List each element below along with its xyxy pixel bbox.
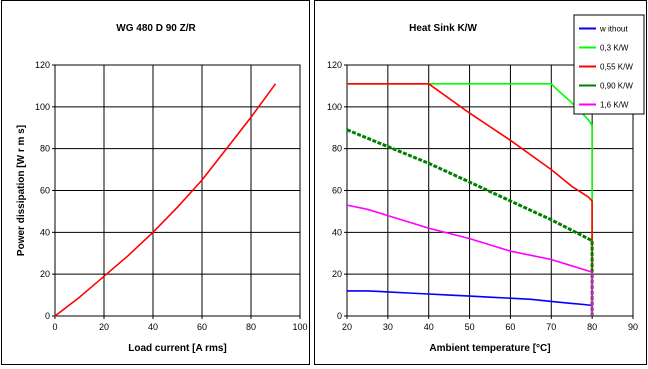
tick-label-y: 40 bbox=[332, 227, 342, 237]
tick-label-x: 80 bbox=[587, 322, 597, 332]
series-line-1 bbox=[347, 83, 593, 316]
tick-label-x: 70 bbox=[546, 322, 556, 332]
tick-label-x: 60 bbox=[197, 322, 207, 332]
series-line-0 bbox=[54, 83, 277, 317]
legend-label-1: 0,3 K/W bbox=[600, 44, 629, 53]
chart-title: Heat Sink K/W bbox=[409, 23, 477, 34]
legend-label-2: 0,55 K/W bbox=[600, 63, 633, 72]
tick-label-x: 20 bbox=[342, 322, 352, 332]
tick-label-x: 100 bbox=[292, 322, 307, 332]
tick-label-y: 120 bbox=[327, 60, 342, 70]
x-axis-label: Load current [A rms] bbox=[128, 343, 227, 354]
tick-label-x: 20 bbox=[99, 322, 109, 332]
tick-label-y: 40 bbox=[40, 227, 50, 237]
tick-label-y: 80 bbox=[332, 144, 342, 154]
series-line-0 bbox=[347, 290, 593, 307]
tick-label-x: 50 bbox=[465, 322, 475, 332]
tick-label-y: 100 bbox=[35, 102, 50, 112]
legend-label-0: w ithout bbox=[599, 25, 628, 34]
tick-label-x: 40 bbox=[148, 322, 158, 332]
legend bbox=[573, 14, 645, 115]
tick-label-y: 20 bbox=[332, 269, 342, 279]
plot-border bbox=[346, 64, 634, 317]
series-line-3 bbox=[346, 128, 594, 316]
tick-label-x: 80 bbox=[246, 322, 256, 332]
tick-label-y: 120 bbox=[35, 60, 50, 70]
tick-label-x: 40 bbox=[424, 322, 434, 332]
tick-label-y: 60 bbox=[332, 186, 342, 196]
tick-label-x: 90 bbox=[628, 322, 638, 332]
chart-panel-left: 0 20 40 60 80 100 0 20 40 60 80 100 120 WG 480 D 90 Z… bbox=[1, 0, 310, 365]
series-line-4 bbox=[346, 204, 593, 316]
tick-label-y: 100 bbox=[327, 102, 342, 112]
chart-panel-right: 20 30 40 50 60 70 80 90 0 20 40 60 80 100 120 Heat Sink… bbox=[314, 0, 647, 365]
plot-border bbox=[54, 64, 301, 317]
tick-label-x: 0 bbox=[52, 322, 57, 332]
legend-label-4: 1,6 K/W bbox=[600, 101, 629, 110]
x-axis-label: Ambient temperature [°C] bbox=[429, 343, 550, 354]
legend-label-3: 0,90 K/W bbox=[600, 82, 633, 91]
series-line-2 bbox=[347, 83, 593, 316]
chart-title: WG 480 D 90 Z/R bbox=[116, 23, 196, 34]
tick-label-y: 20 bbox=[40, 269, 50, 279]
tick-label-x: 30 bbox=[383, 322, 393, 332]
tick-label-y: 60 bbox=[40, 186, 50, 196]
power-dissipation-chart: 0 20 40 60 80 100 0 20 40 60 80 100 120 WG 480 D 90 Z… bbox=[16, 23, 308, 354]
tick-label-y: 0 bbox=[45, 311, 50, 321]
tick-label-y: 80 bbox=[40, 144, 50, 154]
y-axis-label: Power dissipation [W r m s] bbox=[16, 125, 27, 256]
tick-label-x: 60 bbox=[505, 322, 515, 332]
tick-label-y: 0 bbox=[337, 311, 342, 321]
